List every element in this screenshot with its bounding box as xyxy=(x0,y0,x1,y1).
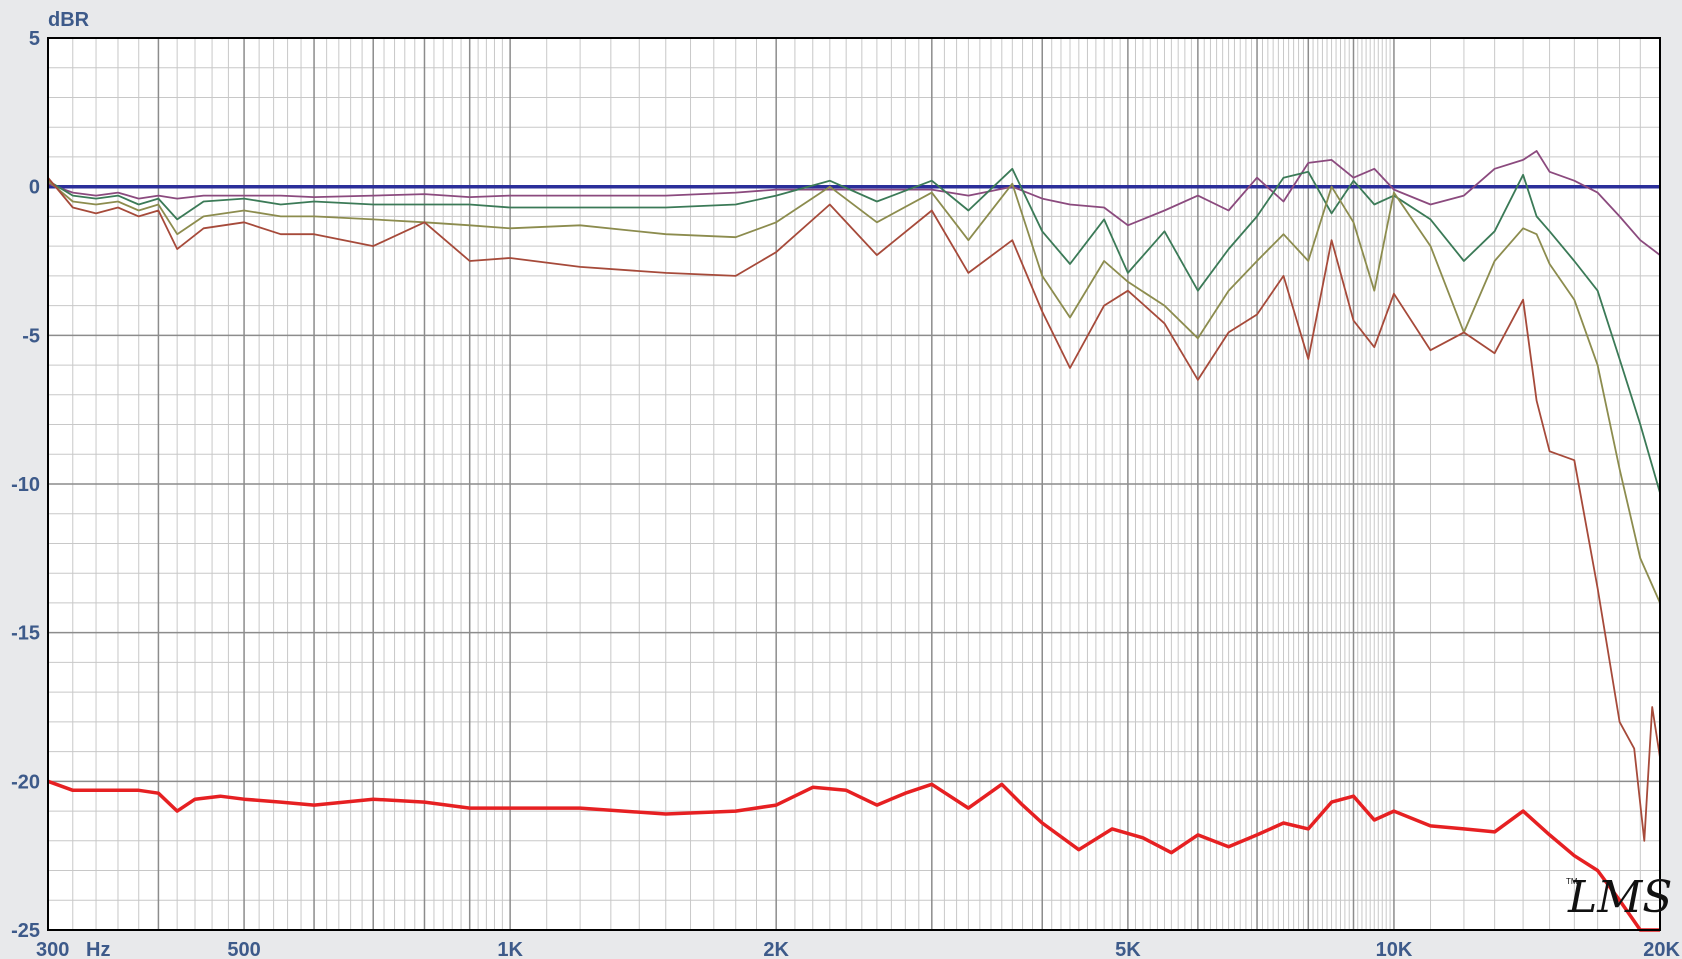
logo-trademark: TM xyxy=(1566,877,1578,886)
plot-border xyxy=(47,37,1661,931)
y-tick-label: -5 xyxy=(22,325,40,347)
series-line-3 xyxy=(47,167,1661,494)
lms-logo: TM LMS xyxy=(1566,872,1672,923)
logo-text: LMS xyxy=(1567,872,1672,923)
y-tick-label: -20 xyxy=(11,771,40,793)
x-axis-ticks: 300 500 1K 2K 5K 10K 20K xyxy=(36,939,1681,959)
x-tick-label: 1K xyxy=(497,939,523,959)
x-tick-label: 5K xyxy=(1115,939,1141,959)
y-tick-label: -10 xyxy=(11,474,40,496)
x-tick-label: 500 xyxy=(227,939,260,959)
x-tick-label: 10K xyxy=(1376,939,1413,959)
y-tick-label: -25 xyxy=(11,920,40,942)
x-tick-label: 2K xyxy=(763,939,789,959)
series-line-6 xyxy=(47,779,1660,932)
series-layer xyxy=(47,150,1661,932)
y-tick-label: 0 xyxy=(29,177,40,199)
series-line-4 xyxy=(47,180,1661,604)
x-tick-label: 20K xyxy=(1643,939,1680,959)
y-axis-ticks: 5 0 -5 -10 -15 -20 -25 xyxy=(11,28,40,942)
y-tick-label: 5 xyxy=(29,28,40,50)
series-line-2 xyxy=(47,150,1661,256)
y-axis-label: dBR xyxy=(48,9,90,31)
x-axis-unit: Hz xyxy=(86,939,110,959)
series-line-5 xyxy=(47,177,1661,842)
x-tick-label: 300 xyxy=(36,939,69,959)
y-tick-label: -15 xyxy=(11,623,40,645)
